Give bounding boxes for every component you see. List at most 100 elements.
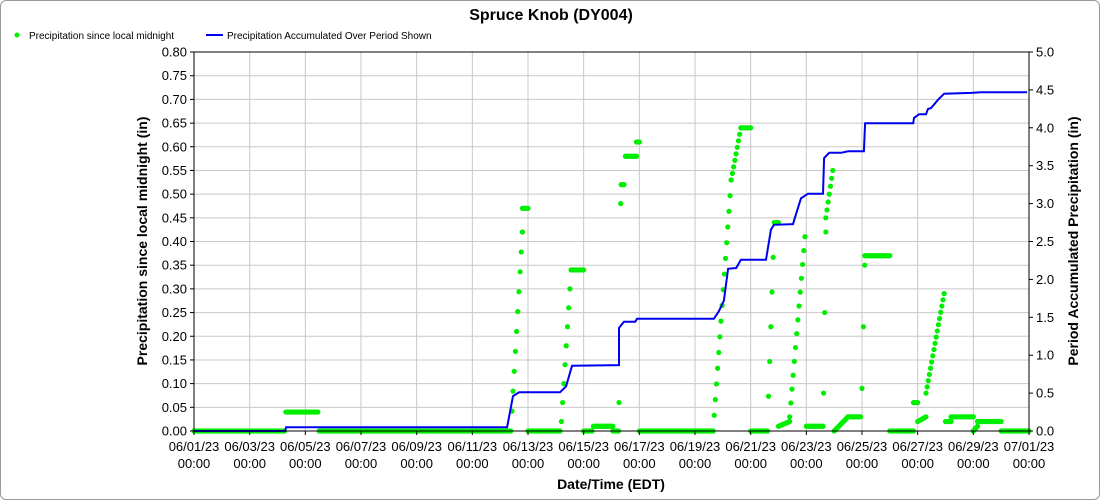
precip-data-point xyxy=(797,289,803,295)
x-tick-date: 06/27/23 xyxy=(892,439,943,454)
precip-data-point xyxy=(931,346,937,353)
y-axis-title: Precipitation since local midnight (in) xyxy=(134,117,150,366)
precip-data-point xyxy=(933,334,939,340)
precip-data-point xyxy=(721,271,727,277)
precip-data-point xyxy=(728,177,734,183)
x-tick-date: 06/09/23 xyxy=(391,439,442,454)
precip-data-point xyxy=(717,334,723,340)
precip-data-point xyxy=(791,358,797,364)
precip-data-point xyxy=(858,414,864,420)
precip-data-point xyxy=(633,153,640,159)
legend-precip-midnight: Precipitation since local midnight xyxy=(29,31,174,42)
y-tick-label: 0.25 xyxy=(162,305,187,320)
precip-data-point xyxy=(732,157,738,163)
precip-data-point xyxy=(729,170,736,176)
precip-data-point xyxy=(716,349,722,356)
y2-tick-label: 4.5 xyxy=(1036,82,1054,97)
precip-data-point xyxy=(934,328,940,334)
precip-data-point xyxy=(923,414,929,420)
y2-tick-label: 5.0 xyxy=(1036,45,1054,60)
precip-data-point xyxy=(525,205,531,211)
y-tick-label: 0.80 xyxy=(162,45,187,60)
x-axis-title: Date/Time (EDT) xyxy=(557,476,665,492)
precip-data-point xyxy=(731,164,737,170)
precip-data-point xyxy=(927,365,934,371)
precip-data-point xyxy=(722,255,729,261)
precip-data-point xyxy=(516,289,522,295)
x-tick-time: 00:00 xyxy=(345,456,378,471)
y-tick-label: 0.20 xyxy=(162,329,187,344)
x-tick-time: 00:00 xyxy=(734,456,767,471)
precip-data-point xyxy=(713,381,720,387)
precip-data-point xyxy=(765,393,772,399)
x-tick-date: 06/13/23 xyxy=(503,439,554,454)
precip-data-point xyxy=(796,303,802,309)
y-tick-label: 0.15 xyxy=(162,352,187,367)
precip-data-point xyxy=(790,372,796,378)
precip-data-point xyxy=(770,254,776,260)
precip-data-point xyxy=(859,385,865,391)
precip-data-point xyxy=(799,261,806,268)
precip-data-point xyxy=(511,368,517,374)
x-tick-date: 06/29/23 xyxy=(948,439,999,454)
x-axis: 06/01/23 00:00 06/03/23 00:00 06/05/23 00:00 0… xyxy=(169,431,1054,471)
precip-data-point xyxy=(733,151,739,157)
y2-tick-label: 3.5 xyxy=(1036,158,1054,173)
precip-data-point xyxy=(795,317,801,323)
precip-data-point xyxy=(560,399,566,406)
precip-midnight-series xyxy=(191,125,1032,434)
precip-data-point xyxy=(616,399,622,406)
precip-data-point xyxy=(789,386,795,392)
precip-data-point xyxy=(798,275,805,281)
precip-data-point xyxy=(512,348,519,355)
precip-data-point xyxy=(939,303,945,309)
precip-data-point xyxy=(562,362,568,368)
precip-data-point xyxy=(581,267,587,273)
precip-data-point xyxy=(768,324,774,330)
precip-data-point xyxy=(938,309,944,315)
grid xyxy=(193,51,1030,432)
y2-tick-label: 3.0 xyxy=(1036,196,1054,211)
precip-data-point xyxy=(724,240,730,246)
y-tick-label: 0.75 xyxy=(162,68,187,83)
legend-dot-icon xyxy=(14,32,20,38)
precip-data-point xyxy=(561,381,567,387)
precip-data-point xyxy=(970,414,976,420)
precip-data-point xyxy=(567,286,573,292)
precip-data-point xyxy=(925,378,931,384)
x-tick-time: 00:00 xyxy=(233,456,266,471)
x-tick-date: 06/07/23 xyxy=(336,439,387,454)
x-tick-time: 00:00 xyxy=(567,456,600,471)
precip-data-point xyxy=(726,208,732,214)
x-tick-time: 00:00 xyxy=(1013,456,1046,471)
precip-data-point xyxy=(825,199,831,205)
y-tick-label: 0.70 xyxy=(162,92,187,107)
precip-data-point xyxy=(915,399,921,406)
precip-data-point xyxy=(564,324,571,330)
precip-data-point xyxy=(519,229,526,235)
precip-data-point xyxy=(923,390,929,396)
precip-data-point xyxy=(515,309,521,315)
precip-data-point xyxy=(769,289,775,295)
x-tick-time: 00:00 xyxy=(790,456,823,471)
x-tick-time: 00:00 xyxy=(178,456,211,471)
precip-data-point xyxy=(827,183,834,189)
x-tick-date: 06/05/23 xyxy=(280,439,331,454)
precip-data-point xyxy=(513,328,520,335)
precip-data-point xyxy=(940,297,946,303)
precip-data-point xyxy=(926,371,933,378)
precip-data-point xyxy=(727,193,733,199)
precip-data-point xyxy=(563,343,569,349)
x-tick-date: 06/01/23 xyxy=(169,439,220,454)
y-tick-label: 0.10 xyxy=(162,376,187,391)
precip-data-point xyxy=(621,182,627,188)
precip-data-point xyxy=(517,269,523,275)
precip-data-point xyxy=(767,358,773,365)
legend-precip-accum: Precipitation Accumulated Over Period Sh… xyxy=(227,31,432,42)
precip-data-point xyxy=(932,340,938,346)
precip-data-point xyxy=(715,365,721,371)
precip-data-point xyxy=(820,423,826,429)
y-axis-left: 0.00 0.05 0.10 0.15 0.20 0.25 0.30 0.35 0.40 0.45… xyxy=(162,45,194,439)
